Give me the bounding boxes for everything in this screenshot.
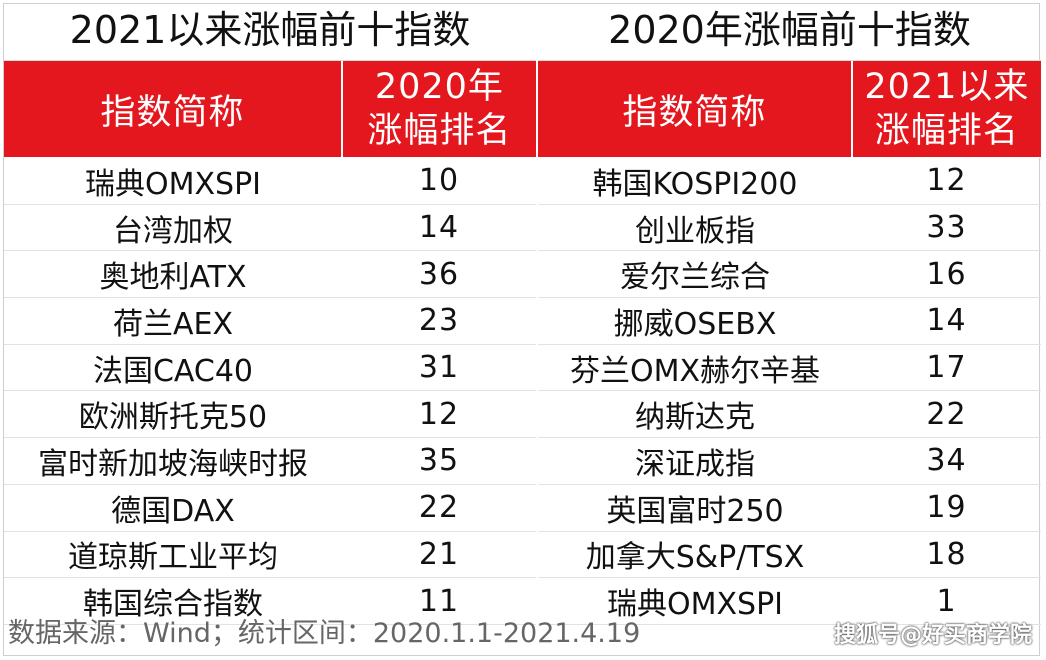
table-row: 韩国综合指数 11 [4,578,536,625]
index-name: 荷兰AEX [112,306,234,342]
index-name: 挪威OSEBX [613,306,777,342]
left-panel-title: 2021以来涨幅前十指数 [4,4,536,61]
table-row: 德国DAX 22 [4,485,536,532]
table-row: 芬兰OMX赫尔辛基 17 [538,345,1041,392]
index-name: 富时新加坡海峡时报 [38,446,308,482]
index-name: 奥地利ATX [99,260,247,296]
index-name: 瑞典OMXSPI [606,587,784,623]
table-row: 爱尔兰综合 16 [538,251,1041,299]
right-header-rank-line1: 2021以来 [864,67,1030,107]
table-row: 深证成指 34 [538,438,1041,485]
table-row: 奥地利ATX 36 [4,251,536,299]
index-rank: 17 [926,350,967,386]
right-table-header: 指数简称 2021以来 涨幅排名 [538,61,1041,158]
left-header-rank: 2020年 涨幅排名 [340,61,536,157]
left-header-name: 指数简称 [100,92,245,133]
index-rank: 35 [418,443,460,479]
right-header-rank-line2: 涨幅排名 [874,111,1019,151]
table-row: 富时新加坡海峡时报 35 [4,438,536,485]
index-rank: 18 [926,536,967,572]
table-row: 纳斯达克 22 [538,391,1041,439]
table-row: 加拿大S&P/TSX 18 [538,532,1041,579]
index-rank: 1 [936,583,957,619]
left-header-rank-line1: 2020年 [374,67,504,107]
index-name: 创业板指 [635,213,755,249]
index-name: 瑞典OMXSPI [84,166,262,202]
table-row: 法国CAC40 31 [4,345,536,392]
left-table-body: 瑞典OMXSPI 10 台湾加权 14 奥地利ATX 36 荷兰AEX 23 法国CAC… [4,158,536,625]
index-rank: 31 [418,350,460,386]
table-row: 英国富时250 19 [538,485,1041,532]
index-rank: 11 [418,583,460,619]
index-name: 爱尔兰综合 [620,260,770,296]
index-name: 欧洲斯托克50 [78,400,268,436]
index-name: 台湾加权 [113,213,233,249]
table-row: 荷兰AEX 23 [4,298,536,345]
index-rank: 36 [418,256,460,292]
index-rank: 23 [418,303,460,339]
table-row: 瑞典OMXSPI 1 [538,578,1041,625]
index-rank: 22 [418,490,460,526]
index-rank: 12 [926,163,967,199]
index-rank: 14 [418,210,460,246]
index-rank: 22 [926,396,967,432]
index-rank: 16 [926,256,967,292]
right-panel: 2020年涨幅前十指数 指数简称 2021以来 涨幅排名 韩国KOSPI200 1… [538,4,1041,625]
right-table-body: 韩国KOSPI200 12 创业板指 33 爱尔兰综合 16 挪威OSEBX 14 芬兰… [538,158,1041,625]
table-row: 台湾加权 14 [4,205,536,252]
index-rank: 12 [418,396,460,432]
table-frame: 2021以来涨幅前十指数 指数简称 2020年 涨幅排名 瑞典OMXSPI 10 … [3,3,1041,656]
table-row: 创业板指 33 [538,205,1041,252]
table-row: 瑞典OMXSPI 10 [4,158,536,205]
table-row: 挪威OSEBX 14 [538,298,1041,345]
left-header-rank-line2: 涨幅排名 [367,111,512,151]
index-rank: 33 [926,210,967,246]
index-rank: 14 [926,303,967,339]
watermark: 搜狐号@好买商学院 [833,623,1032,648]
right-header-name: 指数简称 [622,92,767,133]
table-row: 道琼斯工业平均 21 [4,532,536,579]
index-name: 加拿大S&P/TSX [585,540,805,576]
index-rank: 10 [418,163,460,199]
index-name: 法国CAC40 [92,353,254,389]
right-header-rank: 2021以来 涨幅排名 [850,61,1041,157]
table-row: 欧洲斯托克50 12 [4,391,536,439]
index-name: 芬兰OMX赫尔辛基 [569,353,821,389]
index-name: 英国富时250 [606,493,784,529]
index-name: 韩国KOSPI200 [592,166,798,202]
right-panel-title: 2020年涨幅前十指数 [538,4,1041,61]
index-name: 德国DAX [111,493,235,529]
table-row: 韩国KOSPI200 12 [538,158,1041,205]
index-rank: 21 [418,536,460,572]
index-name: 纳斯达克 [635,400,755,436]
data-source-note: 数据来源：Wind；统计区间：2020.1.1-2021.4.19 [8,618,641,649]
index-name: 道琼斯工业平均 [68,540,278,576]
index-name: 深证成指 [635,446,755,482]
left-panel: 2021以来涨幅前十指数 指数简称 2020年 涨幅排名 瑞典OMXSPI 10 … [4,4,536,625]
left-table-header: 指数简称 2020年 涨幅排名 [4,61,536,158]
index-rank: 19 [926,490,967,526]
index-name: 韩国综合指数 [83,587,263,623]
index-rank: 34 [926,443,967,479]
